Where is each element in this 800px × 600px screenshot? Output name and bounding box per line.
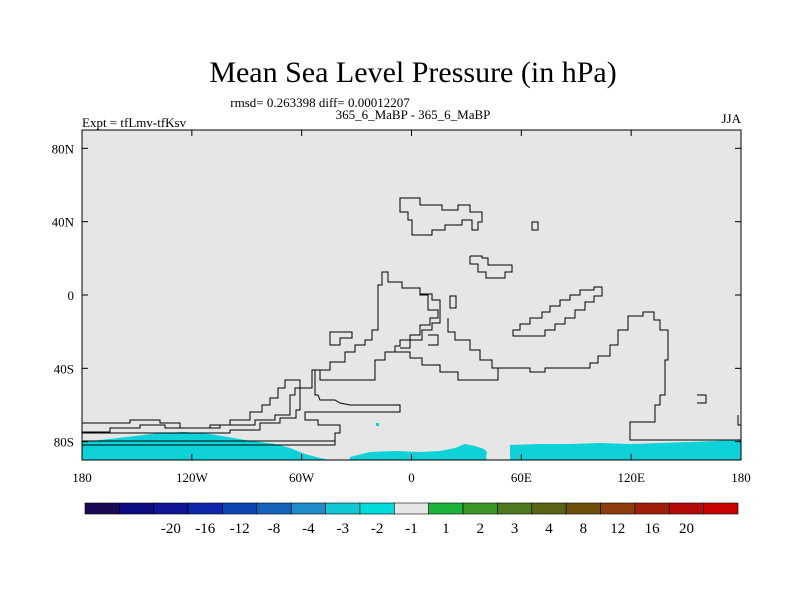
plot-background	[82, 130, 741, 460]
x-tick-label-2: 60W	[289, 470, 315, 485]
colorbar-label-11: 4	[545, 521, 553, 537]
coastlines	[81, 197, 742, 446]
y-tick-label-0: 80N	[52, 141, 75, 156]
experiment-label: Expt = tfLmv-tfKsv	[82, 115, 187, 130]
colorbar-swatch-4	[222, 502, 258, 515]
colorbar-swatch-7	[325, 502, 361, 515]
colorbar-label-1: -16	[195, 521, 215, 537]
coastline-central-landmass	[400, 293, 441, 349]
coastline-east-small	[697, 394, 707, 404]
x-tick-label-5: 120E	[617, 470, 645, 485]
anomaly-region-east-antarctic	[510, 440, 741, 460]
anomaly-region-coast	[350, 444, 487, 460]
colorbar-swatch-2	[153, 502, 189, 515]
colorbar: -20 -16 -12 -8 -4 -3 -2 -1 1 2 3 4 8 12 16 20	[84, 502, 739, 537]
x-tick-label-6: 180	[731, 470, 751, 485]
x-tick-label-4: 60E	[511, 470, 532, 485]
coastline-mid-bracket	[428, 334, 439, 346]
colorbar-swatch-10	[428, 502, 464, 515]
colorbar-label-2: -12	[230, 521, 250, 537]
colorbar-swatch-13	[531, 502, 567, 515]
coastline-small-island-b	[449, 295, 457, 309]
anomaly-speck	[376, 423, 379, 426]
colorbar-swatch-9	[394, 502, 429, 515]
y-tick-label-1: 40N	[52, 215, 75, 230]
colorbar-label-10: 3	[511, 521, 519, 537]
colorbar-label-6: -2	[371, 521, 384, 537]
x-tick-label-3: 0	[408, 470, 415, 485]
coastline-small-island-a	[531, 221, 539, 231]
colorbar-swatch-6	[290, 502, 326, 515]
y-tick-label-3: 40S	[54, 361, 74, 376]
y-tick-label-4: 80S	[54, 435, 74, 450]
colorbar-swatch-0	[84, 502, 120, 515]
colorbar-label-13: 12	[610, 521, 625, 537]
colorbar-label-8: 1	[442, 521, 450, 537]
chart-title: Mean Sea Level Pressure (in hPa)	[209, 56, 616, 89]
colorbar-swatch-5	[256, 502, 292, 515]
colorbar-label-5: -3	[337, 521, 350, 537]
season-label: JJA	[721, 111, 741, 126]
colorbar-swatch-17	[668, 502, 704, 515]
colorbar-label-14: 16	[645, 521, 661, 537]
colorbar-swatch-18	[703, 502, 739, 515]
colorbar-swatch-3	[187, 502, 223, 515]
colorbar-label-12: 8	[580, 521, 588, 537]
plot-area	[81, 129, 742, 461]
colorbar-swatch-8	[359, 502, 395, 515]
coastline-north-island	[399, 197, 483, 236]
colorbar-label-3: -8	[268, 521, 281, 537]
colorbar-label-0: -20	[161, 521, 181, 537]
coastline-west-ridge	[82, 379, 301, 434]
coastline-west-continent	[81, 271, 439, 445]
coastline-south-large	[497, 311, 742, 441]
axis-ticks: 180 120W 60W 0 60E 120E 180 80N 40N 0 40S 80S	[52, 130, 751, 485]
colorbar-label-15: 20	[679, 521, 694, 537]
colorbar-label-7: -1	[405, 521, 418, 537]
colorbar-swatch-1	[119, 502, 155, 515]
stats-label: rmsd= 0.263398 diff= 0.00012207	[230, 95, 410, 110]
y-tick-label-2: 0	[68, 288, 75, 303]
colorbar-swatch-11	[462, 502, 498, 515]
coastline-antarctic-base	[82, 441, 336, 446]
colorbar-swatch-12	[497, 502, 533, 515]
coastline-west-hook	[329, 331, 353, 346]
anomaly-region-west-antarctic	[82, 432, 330, 460]
colorbar-swatch-15	[600, 502, 636, 515]
colorbar-swatch-16	[634, 502, 670, 515]
comparison-label: 365_6_MaBP - 365_6_MaBP	[336, 107, 491, 122]
colorbar-label-9: 2	[476, 521, 484, 537]
coastline-east-strip	[512, 286, 603, 337]
coastline-mid-north	[469, 255, 513, 279]
colorbar-label-4: -4	[302, 521, 315, 537]
x-tick-label-0: 180	[72, 470, 92, 485]
x-tick-label-1: 120W	[176, 470, 209, 485]
colorbar-swatch-14	[565, 502, 601, 515]
